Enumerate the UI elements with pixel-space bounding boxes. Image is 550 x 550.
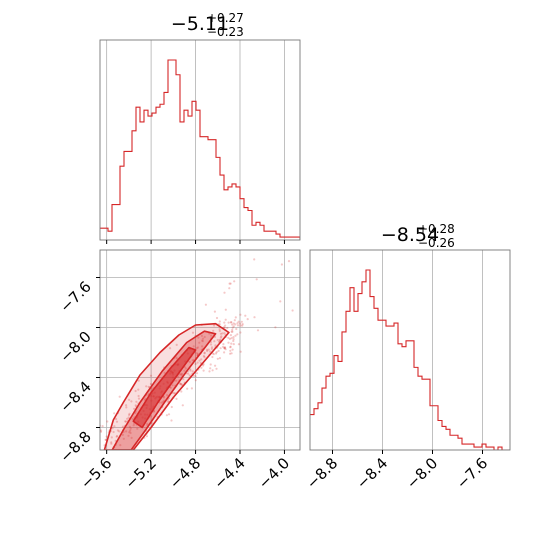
p10-xtick-label-4: −4.0 (255, 454, 293, 492)
title-param1-lower: −0.23 (207, 25, 244, 39)
title-param2: −8.54 (381, 224, 439, 246)
title-param1-upper: +0.27 (207, 11, 244, 25)
panel-2d-density: −8.8 −8.4 −8.0 −7.6 −5.6 −5.2 −4.8 −4.4 −4.0 (56, 249, 301, 493)
p11-xtick-label-3: −7.6 (453, 454, 491, 492)
title-param2-value: −8.54 (381, 224, 439, 246)
p10-ytick-label-1: −8.4 (56, 378, 94, 416)
p11-xtick-label-0: −8.8 (303, 454, 341, 492)
p10-xtick-label-3: −4.4 (210, 454, 248, 492)
p10-ytick-label-3: −7.6 (56, 278, 94, 316)
p11-xtick-label-2: −8.0 (403, 454, 441, 492)
p11-histogram-line (310, 269, 510, 450)
p00-histogram-line (100, 59, 300, 240)
title-param2-upper: +0.28 (418, 222, 455, 236)
panel-hist-param2: −8.8 −8.4 −8.0 −7.6 (303, 249, 511, 493)
p11-xtick-label-1: −8.4 (353, 454, 391, 492)
p10-xtick-label-1: −5.2 (121, 454, 159, 492)
p10-frame (99, 249, 301, 451)
p10-ytick-label-2: −8.0 (56, 328, 94, 366)
p10-xtick-label-0: −5.6 (77, 454, 115, 492)
title-param1-value: −5.11 (171, 13, 229, 35)
p00-frame (99, 39, 301, 241)
title-param1: −5.11 (171, 13, 229, 35)
p10-ytick-label-0: −8.8 (56, 428, 94, 466)
title-param2-lower: −0.26 (418, 236, 455, 250)
p10-xtick-label-2: −4.8 (166, 454, 204, 492)
panel-hist-param1 (99, 39, 301, 244)
p11-frame (309, 249, 511, 451)
p10-contour-inner (132, 346, 197, 429)
